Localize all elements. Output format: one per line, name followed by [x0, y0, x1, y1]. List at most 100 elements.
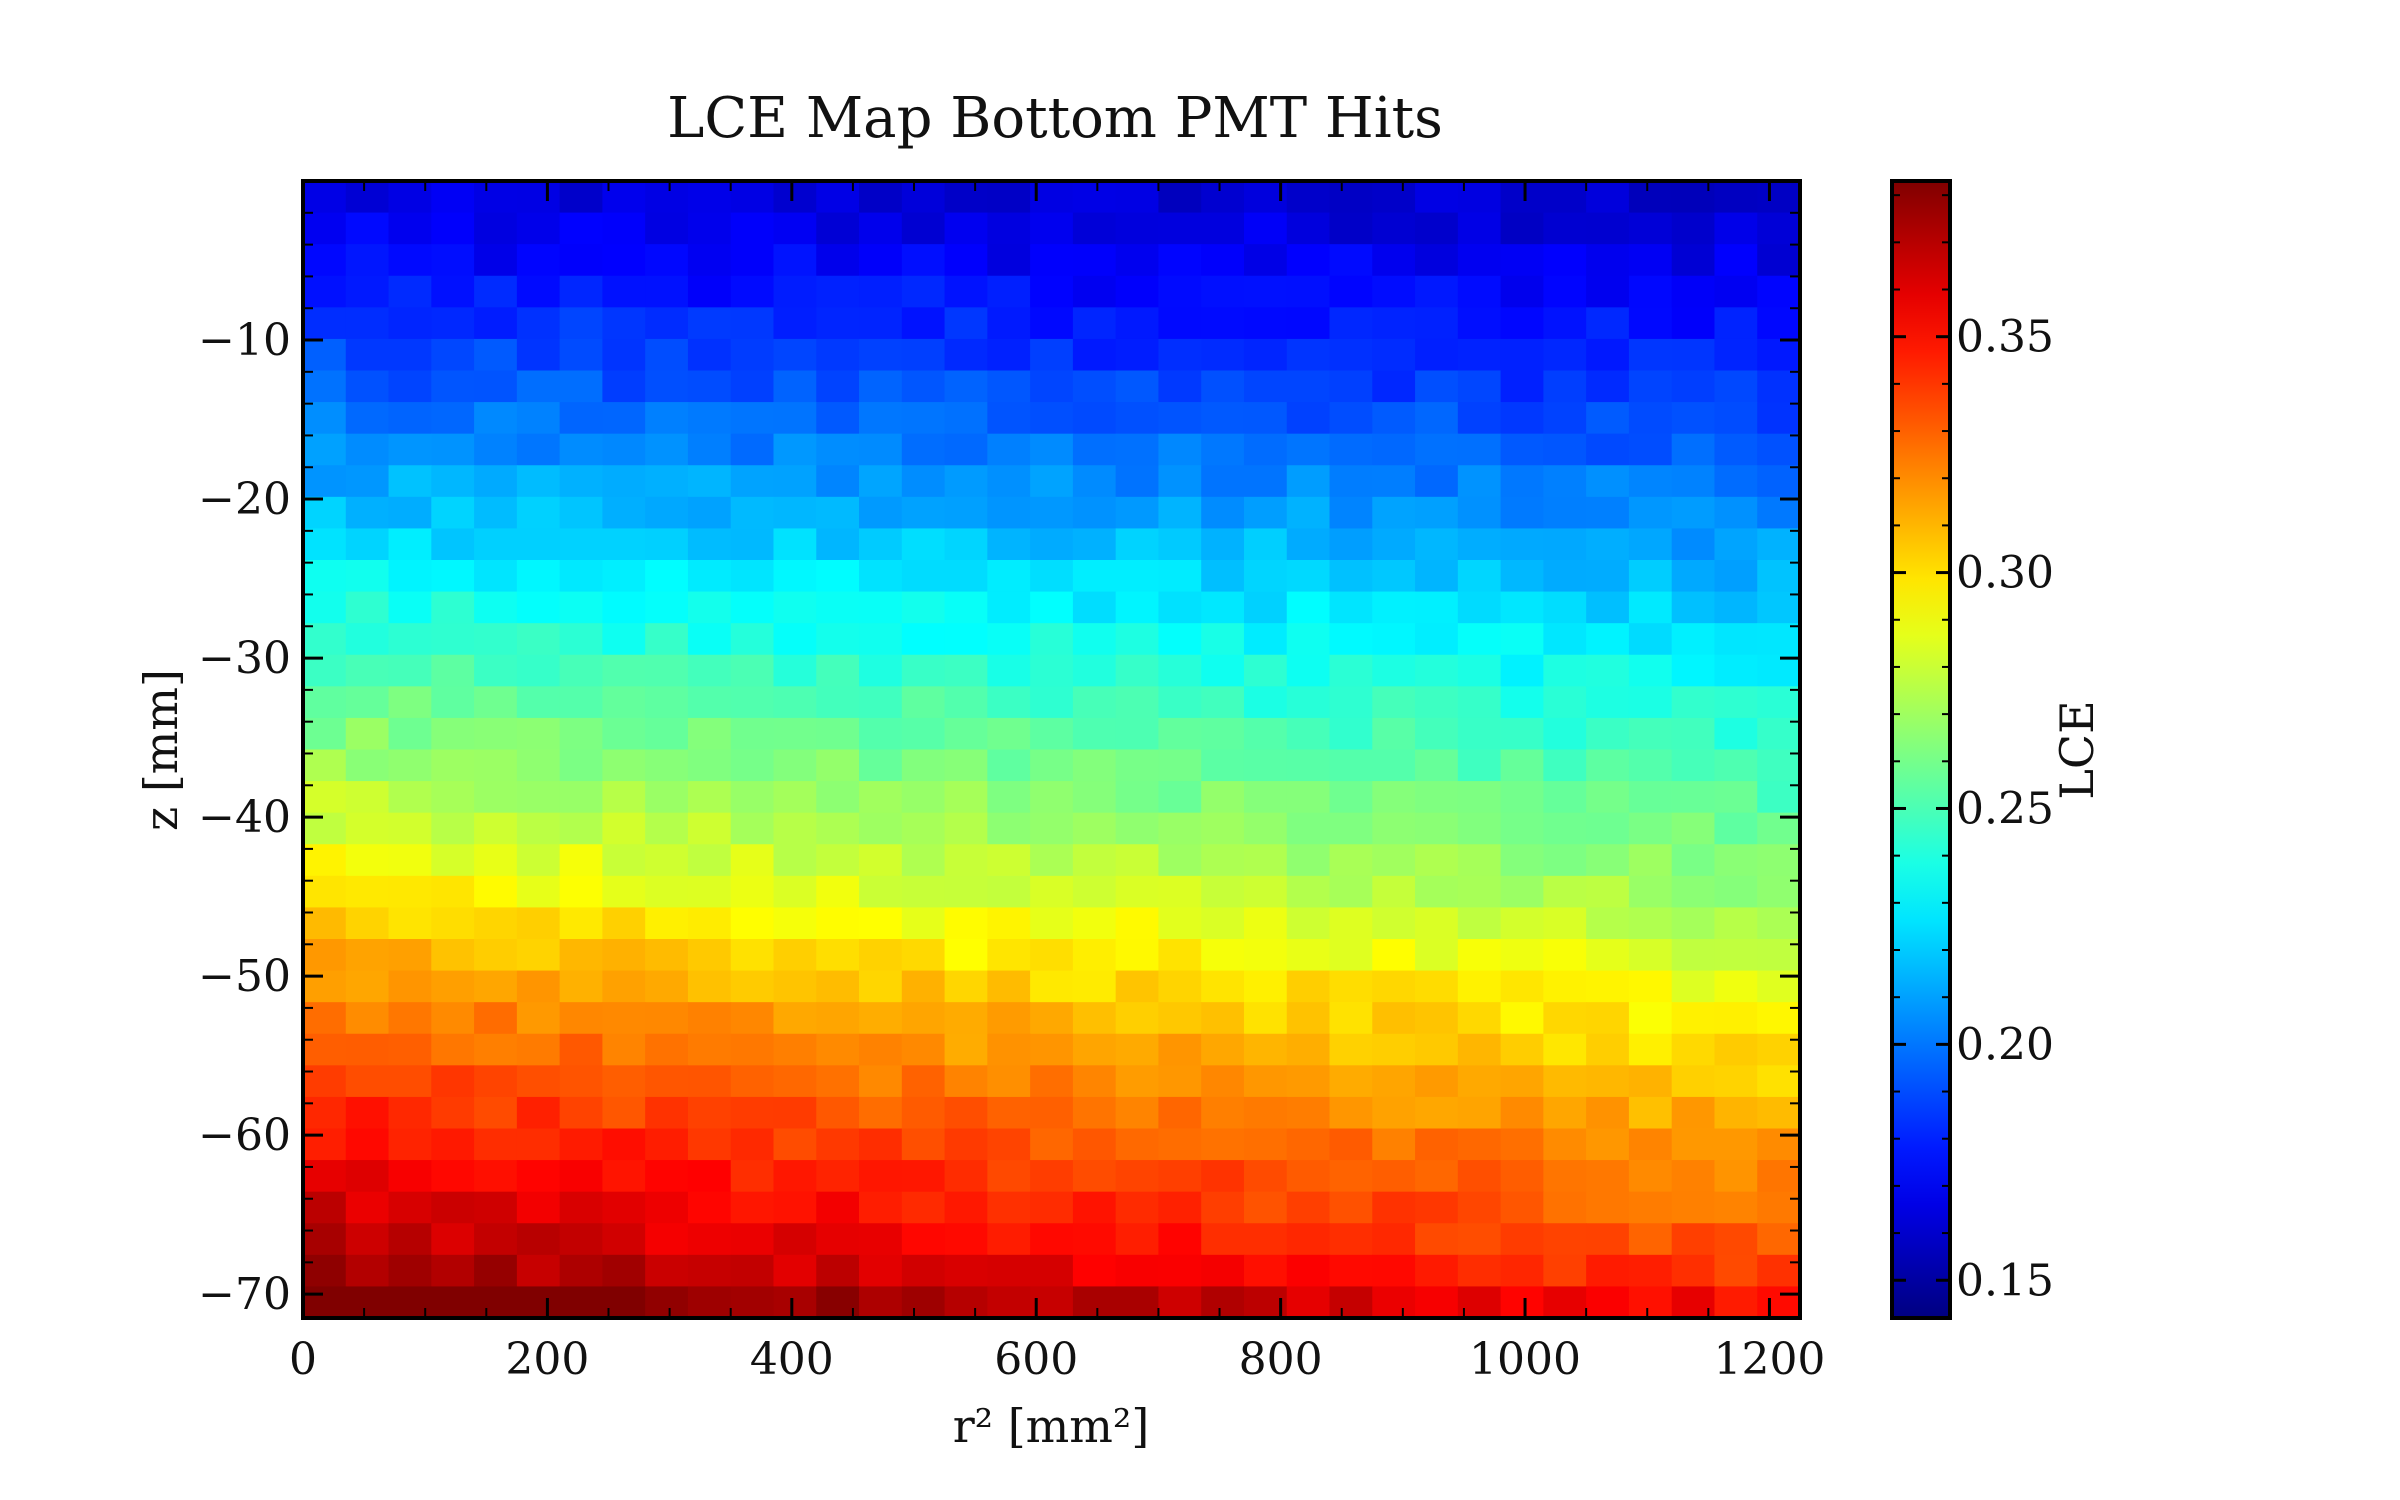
- heatmap-cell: [1329, 433, 1373, 466]
- heatmap-cell: [345, 181, 390, 214]
- heatmap-cell: [901, 623, 946, 656]
- heatmap-cell: [1372, 465, 1416, 498]
- heatmap-cell: [1329, 370, 1373, 403]
- heatmap-cell: [1158, 781, 1202, 814]
- heatmap-cell: [303, 275, 347, 308]
- heatmap-cell: [1415, 244, 1459, 277]
- heatmap-cell: [1158, 496, 1202, 530]
- heatmap-cell: [901, 244, 946, 277]
- heatmap-cell: [1158, 1160, 1202, 1193]
- heatmap-cell: [1543, 623, 1587, 656]
- heatmap-cell: [901, 781, 946, 814]
- heatmap-cell: [1243, 717, 1288, 751]
- heatmap-cell: [1072, 1065, 1117, 1098]
- heatmap-cell: [1500, 181, 1544, 214]
- heatmap-cell: [1286, 875, 1331, 909]
- x-tick-label: 1200: [1713, 1334, 1825, 1385]
- heatmap-cell: [1243, 623, 1288, 656]
- heatmap-cell: [1201, 528, 1245, 561]
- heatmap-cell: [1158, 402, 1202, 435]
- heatmap-cell: [1500, 465, 1544, 498]
- heatmap-cell: [901, 433, 946, 466]
- heatmap-cell: [687, 465, 732, 498]
- heatmap-cell: [816, 1254, 860, 1288]
- heatmap-cell: [303, 749, 347, 782]
- heatmap-cell: [559, 1286, 603, 1319]
- heatmap-cell: [1671, 781, 1716, 814]
- heatmap-cell: [474, 1286, 518, 1319]
- heatmap-cell: [388, 1002, 432, 1035]
- y-tick-label: −30: [198, 633, 291, 684]
- heatmap-cell: [1543, 528, 1587, 561]
- heatmap-cell: [1628, 717, 1673, 751]
- heatmap-cell: [516, 496, 561, 530]
- x-tick-label: 1000: [1469, 1334, 1581, 1385]
- heatmap-cell: [687, 433, 732, 466]
- heatmap-cell: [730, 181, 775, 214]
- heatmap-cell: [431, 1002, 475, 1035]
- heatmap-cell: [1714, 686, 1758, 719]
- heatmap-cell: [1757, 402, 1801, 435]
- heatmap-cell: [602, 591, 646, 624]
- heatmap-cell: [1030, 528, 1074, 561]
- heatmap-cell: [1543, 875, 1587, 909]
- heatmap-cell: [1500, 623, 1544, 656]
- heatmap-cell: [730, 1128, 775, 1161]
- heatmap-cell: [1500, 1065, 1544, 1098]
- heatmap-cell: [388, 370, 432, 403]
- heatmap-cell: [730, 875, 775, 909]
- heatmap-cell: [1243, 370, 1288, 403]
- heatmap-cell: [474, 844, 518, 877]
- heatmap-cell: [944, 560, 988, 593]
- heatmap-cell: [1543, 591, 1587, 624]
- heatmap-cell: [1072, 1254, 1117, 1288]
- heatmap-cell: [645, 623, 689, 656]
- heatmap-cell: [1201, 1191, 1245, 1224]
- heatmap-cell: [987, 1286, 1031, 1319]
- heatmap-cell: [901, 686, 946, 719]
- heatmap-cell: [687, 244, 732, 277]
- heatmap-cell: [645, 307, 689, 340]
- heatmap-cell: [987, 844, 1031, 877]
- heatmap-cell: [431, 875, 475, 909]
- heatmap-cell: [1457, 528, 1502, 561]
- heatmap-cell: [1158, 433, 1202, 466]
- heatmap-cell: [345, 686, 390, 719]
- heatmap-cell: [345, 402, 390, 435]
- heatmap-cell: [303, 717, 347, 751]
- heatmap-cell: [1543, 1191, 1587, 1224]
- heatmap-cell: [816, 939, 860, 972]
- heatmap-cell: [1714, 970, 1758, 1003]
- heatmap-cell: [773, 970, 817, 1003]
- heatmap-cell: [559, 623, 603, 656]
- heatmap-cell: [602, 465, 646, 498]
- heatmap-cell: [1628, 338, 1673, 372]
- heatmap-cell: [1543, 1160, 1587, 1193]
- heatmap-cell: [559, 1065, 603, 1098]
- heatmap-cell: [816, 1160, 860, 1193]
- heatmap-cell: [859, 338, 903, 372]
- heatmap-cell: [1457, 1002, 1502, 1035]
- heatmap-cell: [474, 528, 518, 561]
- heatmap-cell: [388, 1223, 432, 1256]
- heatmap-cell: [1457, 939, 1502, 972]
- heatmap-cell: [1628, 591, 1673, 624]
- heatmap-cell: [303, 1160, 347, 1193]
- heatmap-cell: [388, 1033, 432, 1066]
- heatmap-cell: [516, 275, 561, 308]
- heatmap-cell: [431, 402, 475, 435]
- heatmap-cell: [1714, 560, 1758, 593]
- heatmap-cell: [1030, 402, 1074, 435]
- heatmap-cell: [987, 402, 1031, 435]
- heatmap-cell: [987, 1065, 1031, 1098]
- heatmap-cell: [1757, 623, 1801, 656]
- heatmap-cell: [431, 244, 475, 277]
- heatmap-cell: [474, 244, 518, 277]
- heatmap-cell: [816, 1223, 860, 1256]
- heatmap-cell: [687, 812, 732, 845]
- heatmap-cell: [1115, 496, 1160, 530]
- heatmap-cell: [944, 686, 988, 719]
- heatmap-cell: [730, 939, 775, 972]
- heatmap-cell: [303, 591, 347, 624]
- heatmap-cell: [1415, 1033, 1459, 1066]
